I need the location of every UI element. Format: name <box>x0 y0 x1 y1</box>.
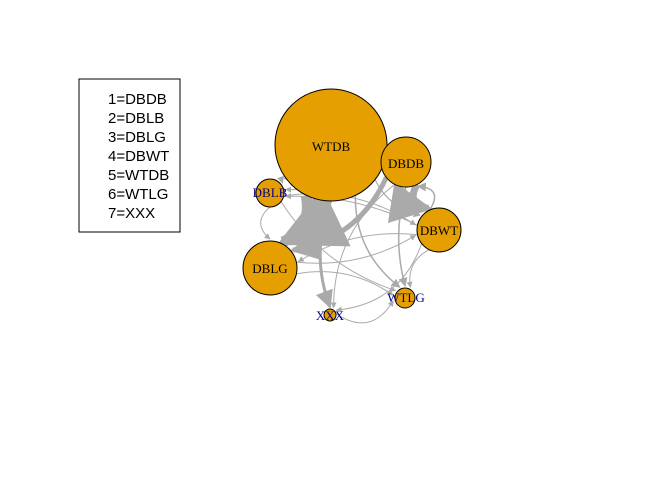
graph-nodes <box>242 88 462 322</box>
node-label-wtdb: WTDB <box>312 139 351 154</box>
edge-dbwt-to-dbdb <box>416 182 436 211</box>
edge-dblg-to-wtlg <box>296 271 394 296</box>
node-label-xxx: XXX <box>316 308 345 323</box>
node-label-dbwt: DBWT <box>420 223 458 238</box>
node-label-dbdb: DBDB <box>388 156 424 171</box>
node-dblg <box>242 240 298 296</box>
edge-dblb-to-wtlg <box>280 201 397 292</box>
edge-wtdb-to-dbwt <box>374 179 421 218</box>
edge-dbdb-to-wtlg <box>397 186 408 287</box>
legend-entry: 4=DBWT <box>108 148 169 165</box>
node-dbdb <box>380 136 432 188</box>
edge-dbdb-to-xxx <box>330 184 396 309</box>
node-dblb <box>255 178 285 208</box>
edge-dbdb-to-dbwt <box>387 181 433 224</box>
node-xxx <box>323 308 337 322</box>
node-label-dblg: DBLG <box>252 261 287 276</box>
node-dbwt <box>416 207 462 253</box>
edge-xxx-to-wtlg <box>335 300 394 324</box>
legend-entry: 7=XXX <box>108 205 155 222</box>
edge-wtdb-to-xxx <box>315 200 333 309</box>
edge-wtdb-to-dblg <box>276 186 351 247</box>
legend-entry: 5=WTDB <box>108 167 169 184</box>
legend-entry: 6=WTLG <box>108 186 168 203</box>
edge-dbdb-to-dblg <box>289 176 389 261</box>
edge-dblb-to-dblg <box>260 206 271 240</box>
edge-dbwt-to-dblb <box>285 193 418 226</box>
edge-wtdb-to-wtlg <box>354 195 401 288</box>
edge-dblb-to-dbwt <box>283 193 417 226</box>
legend-box <box>78 78 181 233</box>
legend-entry: 1=DBDB <box>108 91 167 108</box>
graph-labels: WTDB DBDB DBLB DBWT DBLG WTLG XXX <box>252 139 458 323</box>
edge-dblg-to-dbwt <box>296 234 417 264</box>
node-label-dblb: DBLB <box>253 185 288 200</box>
node-label-wtlg: WTLG <box>387 290 425 305</box>
legend-entry: 3=DBLG <box>108 129 166 146</box>
node-wtlg <box>394 287 416 309</box>
legend: 1=DBDB 2=DBLB 3=DBLG 4=DBWT 5=WTDB 6=WTL… <box>78 78 181 233</box>
edge-dbwt-to-wtlg <box>406 249 430 288</box>
edge-dbwt-to-dblg <box>297 233 418 263</box>
legend-entry: 2=DBLB <box>108 110 164 127</box>
